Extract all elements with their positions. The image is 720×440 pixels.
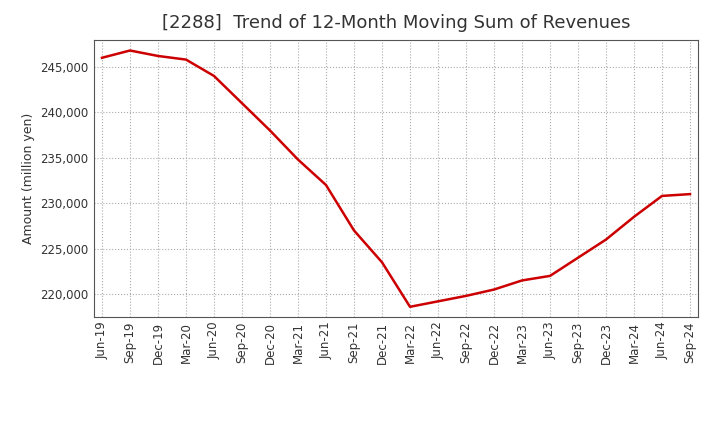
Title: [2288]  Trend of 12-Month Moving Sum of Revenues: [2288] Trend of 12-Month Moving Sum of R… xyxy=(162,15,630,33)
Y-axis label: Amount (million yen): Amount (million yen) xyxy=(22,113,35,244)
